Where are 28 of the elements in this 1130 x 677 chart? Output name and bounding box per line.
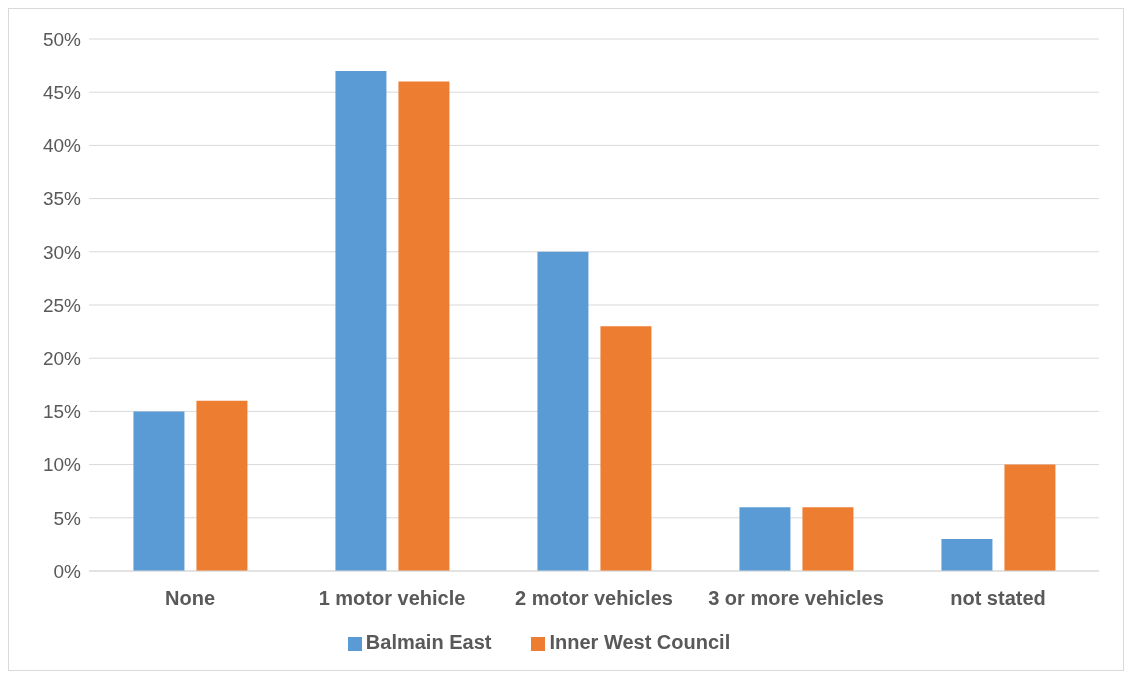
y-tick-label: 40% — [42, 135, 82, 157]
bar — [600, 326, 652, 571]
bar — [537, 251, 589, 571]
bar — [941, 539, 993, 571]
legend-label: Inner West Council — [549, 631, 731, 653]
bar — [1004, 464, 1056, 571]
y-tick-label: 10% — [42, 454, 82, 476]
y-tick-label: 15% — [42, 401, 82, 423]
y-tick-label: 45% — [42, 81, 82, 103]
y-tick-label: 0% — [53, 560, 82, 582]
x-tick-label: None — [165, 587, 215, 610]
y-tick-label: 5% — [53, 507, 82, 529]
y-tick-label: 25% — [42, 294, 82, 316]
bar — [335, 70, 387, 571]
x-tick-label: 2 motor vehicles — [515, 587, 673, 610]
bar — [196, 400, 248, 571]
bar — [133, 411, 185, 571]
legend-label: Balmain East — [365, 631, 492, 653]
y-tick-label: 20% — [42, 347, 82, 369]
y-tick-label: 50% — [42, 28, 82, 50]
bar — [398, 81, 450, 571]
y-tick-label: 35% — [42, 188, 82, 210]
bar — [802, 507, 854, 571]
x-tick-label: not stated — [950, 587, 1046, 610]
y-tick-label: 30% — [42, 241, 82, 263]
x-tick-label: 1 motor vehicle — [318, 587, 466, 610]
bar — [739, 507, 791, 571]
x-tick-label: 3 or more vehicles — [708, 587, 884, 610]
